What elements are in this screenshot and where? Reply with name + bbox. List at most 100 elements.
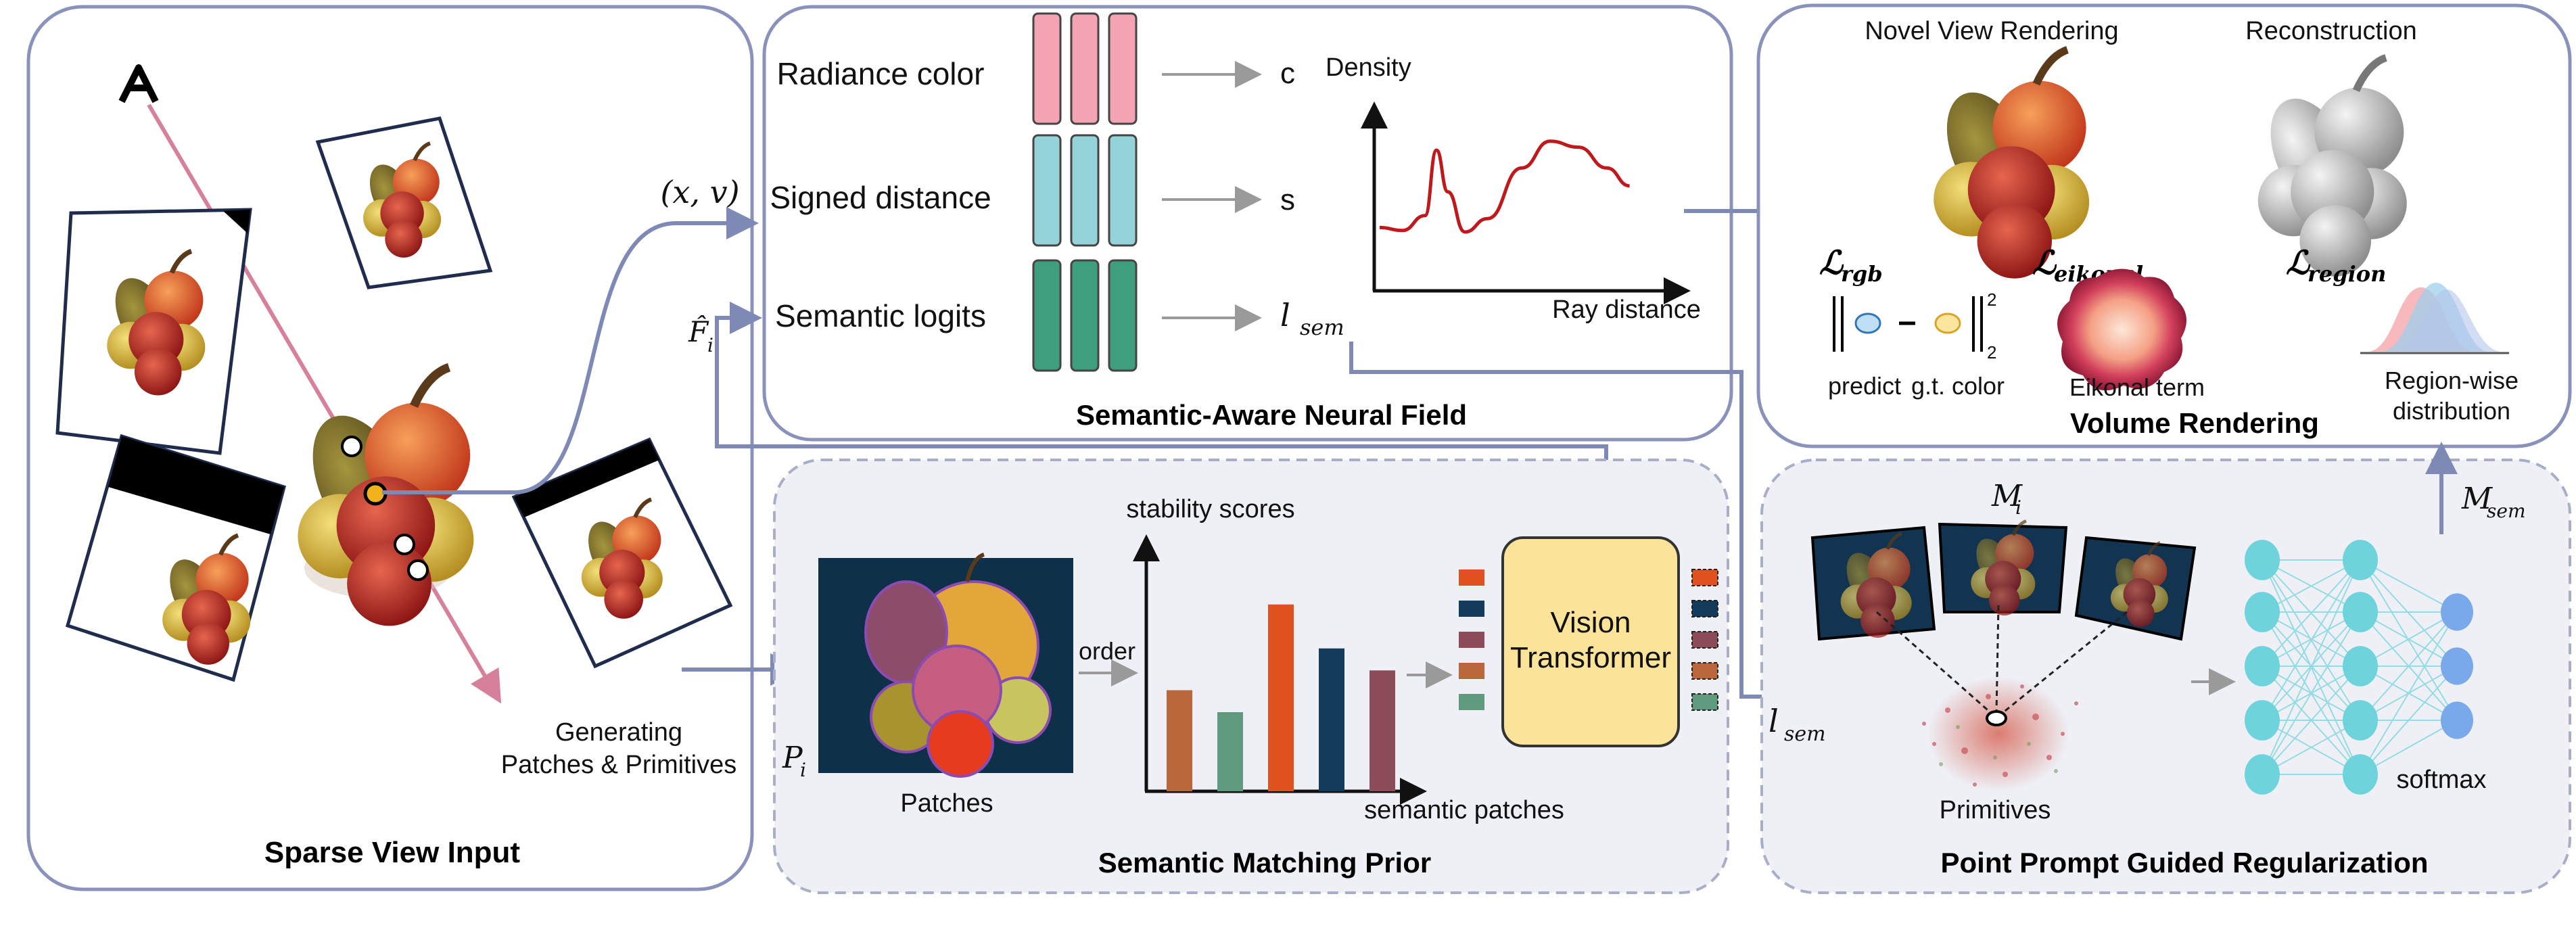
stability-bar-5: [1369, 670, 1395, 791]
softmax-label: softmax: [2396, 766, 2486, 794]
sample-point: [394, 534, 415, 555]
gt-color-dot: [1934, 312, 1961, 334]
patches-image: [818, 553, 1073, 778]
svg-text:Vision: Vision: [1550, 606, 1631, 639]
region-label-line1: Region-wise: [2385, 367, 2519, 394]
network-node-1-1: [2245, 540, 2280, 580]
lsem-label: l: [1769, 703, 1779, 739]
panel-point-prompt: M i: [1760, 442, 2571, 894]
sample-point: [341, 436, 362, 457]
panel-semantic-matching-prior: P i Patches order stability scores seman…: [773, 459, 1729, 894]
xv-label: (x, v): [660, 174, 739, 210]
softmax-node-3-1: [2441, 593, 2473, 631]
central-3d-object: [293, 367, 473, 626]
eikonal-term-label: Eikonal term: [2069, 373, 2205, 401]
volume-rendering-title: Volume Rendering: [2070, 407, 2319, 439]
prompt-point: [1986, 710, 2007, 726]
semantic-patches-label: semantic patches: [1364, 796, 1564, 824]
camera-ray: [147, 103, 502, 704]
xv-connector: [382, 207, 759, 494]
loss-rgb: ℒ: [1819, 244, 1844, 282]
stability-bar-chart: [1133, 534, 1427, 805]
neural-field-title: Semantic-Aware Neural Field: [1076, 399, 1467, 431]
point-prompt-title: Point Prompt Guided Regularization: [1940, 847, 2428, 879]
network-node-2-4: [2343, 700, 2378, 741]
svg-text:2: 2: [1987, 342, 1996, 363]
density-label: Density: [1326, 53, 1411, 82]
reconstruction-label: Reconstruction: [2245, 17, 2416, 45]
row-label-radiance: Radiance color: [777, 56, 985, 91]
panel-sparse-view-input: Generating Patches & Primitives Sparse V…: [26, 5, 754, 891]
network-node-2-1: [2343, 540, 2378, 580]
loss-region-sub: region: [2308, 261, 2386, 287]
ray-distance-label: Ray distance: [1552, 296, 1701, 324]
mi-sub: i: [2015, 496, 2021, 519]
network-node-2-5: [2343, 754, 2378, 795]
patches-label: Patches: [900, 789, 993, 818]
network-node-1-5: [2245, 754, 2280, 795]
svg-text:2: 2: [1987, 289, 1996, 310]
novel-view-label: Novel View Rendering: [1865, 17, 2118, 45]
input-patch-tokens: [1459, 569, 1484, 710]
stability-bar-1: [1167, 690, 1192, 791]
msem-sub: sem: [2487, 500, 2526, 522]
view-image-1: [55, 208, 252, 455]
view-image-4: [511, 437, 733, 669]
sdf-mlp-block: [1032, 134, 1138, 247]
stability-scores-label: stability scores: [1126, 495, 1294, 523]
panel-volume-rendering: Novel View Rendering Reconstruction ℒ rg…: [1756, 3, 2572, 448]
sparse-view-title: Sparse View Input: [264, 836, 521, 869]
rgb-norm-formula: 2 2: [1833, 289, 1996, 363]
network-node-2-2: [2343, 592, 2378, 632]
loss-region: ℒ: [2286, 244, 2311, 282]
vision-transformer-block: Vision Transformer: [1501, 536, 1680, 747]
output-l: l: [1280, 297, 1290, 333]
stability-bar-2: [1217, 712, 1243, 791]
output-l-sub: sem: [1300, 314, 1344, 340]
radiance-mlp-block: [1032, 12, 1138, 125]
matching-prior-title: Semantic Matching Prior: [1098, 847, 1431, 879]
primitives-point-cloud: [1922, 676, 2078, 791]
stability-bar-4: [1319, 648, 1344, 791]
primitives-label: Primitives: [1940, 796, 2051, 824]
loss-rgb-sub: rgb: [1841, 261, 1883, 287]
density-curve: [1379, 139, 1631, 234]
mi-label: M: [1991, 479, 2023, 513]
gt-color-label: g.t. color: [1911, 372, 2005, 400]
order-label: order: [1079, 637, 1135, 665]
sparse-caption-line2: Patches & Primitives: [501, 751, 736, 779]
mask-view-1: [1810, 526, 1936, 641]
view-image-3: [65, 434, 287, 682]
sample-point: [407, 559, 429, 581]
row-label-signed-distance: Signed distance: [770, 180, 991, 215]
panel-neural-field: Radiance color Signed distance Semantic …: [762, 5, 1733, 442]
pi-sub: i: [800, 759, 806, 781]
softmax-node-3-3: [2441, 701, 2473, 739]
regularization-network: [2245, 540, 2473, 795]
semantic-mlp-block: [1032, 259, 1138, 372]
region-distribution-icon: [2360, 283, 2509, 354]
fi-label: F̂: [688, 314, 709, 348]
pi-label: P: [782, 741, 803, 775]
fi-sub: i: [707, 334, 713, 356]
softmax-node-3-2: [2441, 647, 2473, 685]
msem-label: M: [2461, 482, 2493, 516]
region-label-line2: distribution: [2393, 397, 2510, 425]
density-plot: [1361, 101, 1691, 304]
sparse-caption-line1: Generating: [555, 718, 682, 747]
row-label-semantic-logits: Semantic logits: [775, 298, 986, 333]
lsem-sub: sem: [1784, 722, 1826, 746]
mask-view-3: [2074, 536, 2197, 641]
network-node-1-3: [2245, 646, 2280, 686]
view-image-2: [315, 116, 493, 289]
stability-bar-3: [1268, 604, 1294, 791]
eikonal-blob: [2057, 268, 2186, 391]
predict-label: predict: [1828, 372, 1901, 400]
loss-eikonal: ℒ: [2032, 244, 2057, 282]
output-s: s: [1280, 183, 1295, 216]
network-node-1-2: [2245, 592, 2280, 632]
svg-text:Transformer: Transformer: [1510, 641, 1671, 674]
mask-view-2: [1938, 521, 2068, 615]
predict-color-dot: [1854, 312, 1881, 334]
camera-icon: [118, 64, 159, 103]
